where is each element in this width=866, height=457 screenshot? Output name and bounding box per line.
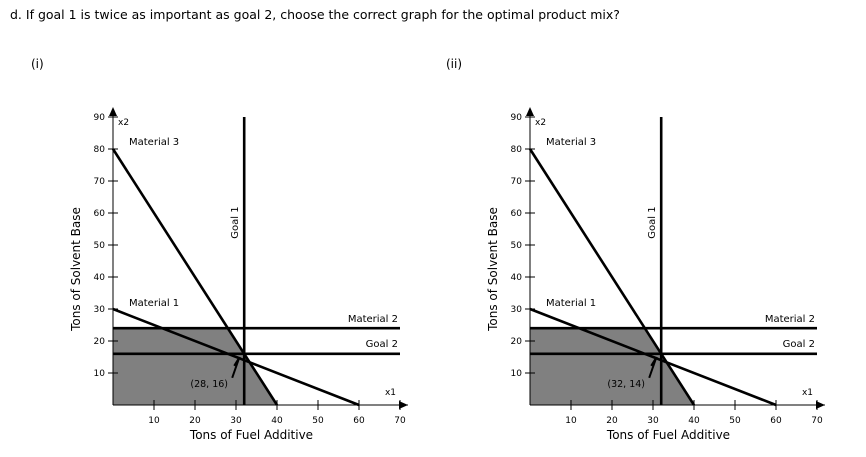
y-tick-label: 80: [94, 145, 106, 155]
x-axis-name: x1: [802, 388, 813, 398]
x-tick-label: 70: [811, 416, 823, 426]
x-axis-name: x1: [385, 388, 396, 398]
y-tick-label: 90: [511, 113, 523, 123]
question-text: d. If goal 1 is twice as important as go…: [10, 7, 620, 22]
y-axis-name: x2: [118, 118, 129, 128]
panel-label-ii: (ii): [446, 57, 463, 71]
y-tick-label: 40: [511, 273, 523, 283]
constraint-line-material-1-label: Material 1: [129, 298, 179, 309]
y-tick-label: 10: [94, 369, 106, 379]
constraint-line-goal-2-label: Goal 2: [783, 339, 815, 350]
feasible-region: [113, 328, 277, 405]
y-tick-label: 20: [94, 337, 106, 347]
y-axis-arrow: [526, 107, 534, 116]
constraint-line-goal-2-label: Goal 2: [366, 339, 398, 350]
constraint-line-material-3-label: Material 3: [546, 137, 596, 148]
solution-label: (28, 16): [190, 379, 228, 390]
y-axis-name: x2: [535, 118, 546, 128]
solution-arrow-head: [229, 353, 241, 367]
x-tick-label: 70: [394, 416, 406, 426]
y-tick-label: 60: [511, 209, 523, 219]
y-axis-arrow: [109, 107, 117, 116]
y-tick-label: 30: [94, 305, 106, 315]
y-tick-label: 90: [94, 113, 106, 123]
constraint-line-material-2-label: Material 2: [765, 314, 815, 325]
x-tick-label: 10: [148, 416, 160, 426]
constraint-line-goal-1-label: Goal 1: [647, 206, 658, 238]
y-tick-label: 80: [511, 145, 523, 155]
y-tick-label: 20: [511, 337, 523, 347]
x-axis-arrow: [399, 401, 408, 409]
x-tick-label: 20: [189, 416, 201, 426]
x-tick-label: 40: [688, 416, 700, 426]
solution-label: (32, 14): [607, 379, 645, 390]
y-tick-label: 70: [511, 177, 523, 187]
x-tick-label: 50: [729, 416, 741, 426]
y-axis-title: Tons of Solvent Base: [486, 207, 500, 332]
y-tick-label: 10: [511, 369, 523, 379]
y-tick-label: 70: [94, 177, 106, 187]
y-axis-title: Tons of Solvent Base: [69, 207, 83, 332]
panel-label-i: (i): [31, 57, 44, 71]
x-tick-label: 10: [565, 416, 577, 426]
feasible-region: [530, 328, 694, 405]
y-tick-label: 50: [511, 241, 523, 251]
solution-arrow-head: [646, 353, 658, 367]
x-tick-label: 60: [770, 416, 782, 426]
y-tick-label: 50: [94, 241, 106, 251]
y-tick-label: 40: [94, 273, 106, 283]
x-tick-label: 60: [353, 416, 365, 426]
x-tick-label: 40: [271, 416, 283, 426]
constraint-line-material-2-label: Material 2: [348, 314, 398, 325]
x-tick-label: 30: [230, 416, 242, 426]
x-tick-label: 20: [606, 416, 618, 426]
x-axis-title: Tons of Fuel Additive: [189, 428, 313, 442]
constraint-line-material-3-label: Material 3: [129, 137, 179, 148]
x-tick-label: 30: [647, 416, 659, 426]
x-tick-label: 50: [312, 416, 324, 426]
constraint-line-material-1-label: Material 1: [546, 298, 596, 309]
x-axis-arrow: [816, 401, 825, 409]
constraint-line-goal-1-label: Goal 1: [230, 206, 241, 238]
y-tick-label: 60: [94, 209, 106, 219]
x-axis-title: Tons of Fuel Additive: [606, 428, 730, 442]
y-tick-label: 30: [511, 305, 523, 315]
